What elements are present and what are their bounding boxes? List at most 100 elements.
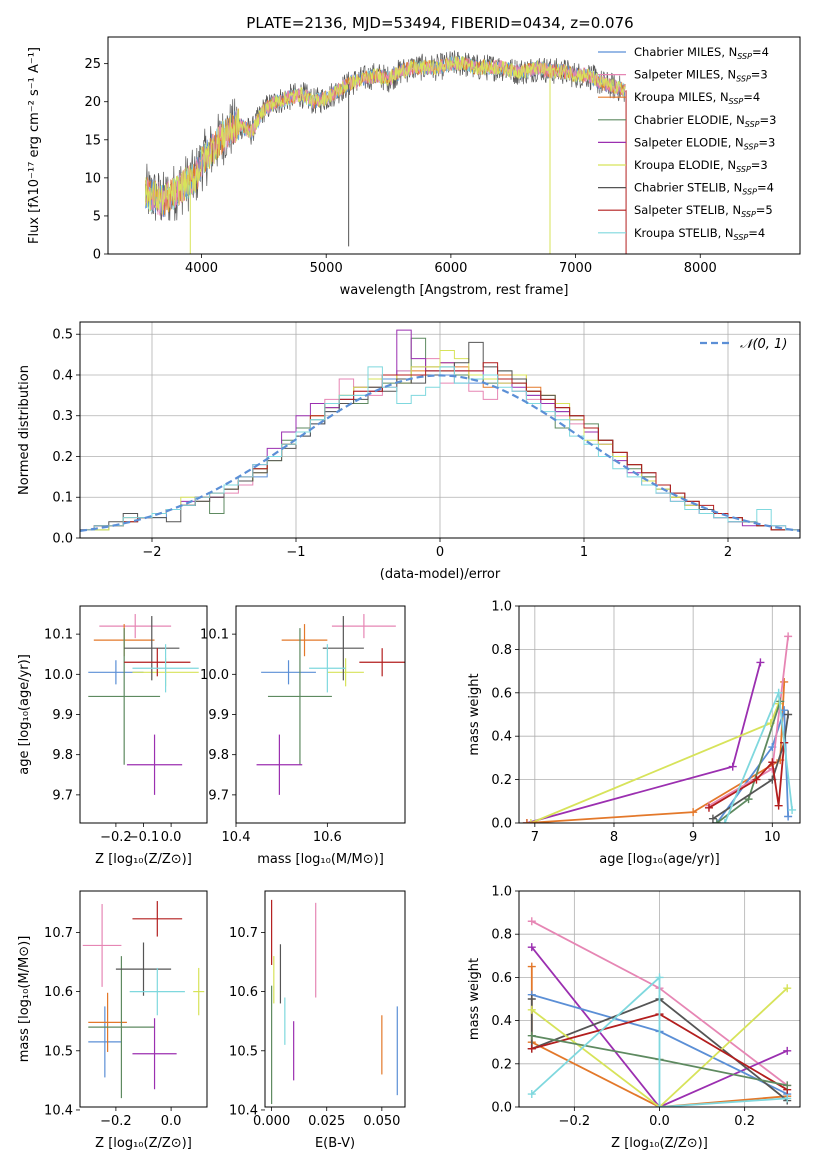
error-bar-point-chabrier_elodie xyxy=(267,628,332,765)
error-bar-point-salpeter_elodie xyxy=(256,734,303,795)
axes-frame xyxy=(264,890,406,1108)
y-tick-label: 10.4 xyxy=(44,1103,73,1118)
x-tick-label: −0.1 xyxy=(128,830,160,845)
weight-marker xyxy=(527,1005,536,1014)
x-axis-label: Z [log₁₀(Z/Z⊙)] xyxy=(611,1136,708,1151)
y-tick-label: 25 xyxy=(84,57,101,72)
y-tick-label: 9.7 xyxy=(52,788,73,803)
y-axis-label: mass [log₁₀(M/M⊙)] xyxy=(17,936,32,1063)
x-tick-label: 7000 xyxy=(559,261,592,276)
error-bar-point-salpeter_elodie xyxy=(132,1018,177,1090)
weight-marker xyxy=(784,710,793,719)
spectrum-line-chabrier_stelib xyxy=(145,50,626,221)
panel-weight_vs_age: 7 8 9 10 0.0 0.2 0.4 0.6 0.8 1.0 age [log₁₀(age/yr… xyxy=(467,600,801,867)
error-bar-point-chabrier_stelib xyxy=(115,942,172,996)
y-tick-label: 1.0 xyxy=(491,885,512,900)
y-axis-label: mass weight xyxy=(467,958,482,1040)
weight-marker xyxy=(783,1046,792,1055)
weight-marker xyxy=(744,795,753,804)
y-tick-label: 0.8 xyxy=(491,643,512,658)
y-tick-label: 9.9 xyxy=(52,708,73,723)
error-bar-point-chabrier_stelib xyxy=(322,616,364,681)
weight-marker xyxy=(527,1090,536,1099)
y-tick-label: 10.5 xyxy=(44,1044,73,1059)
y-axis-label: age [log₁₀(age/yr)] xyxy=(17,654,32,775)
x-tick-label: 10.6 xyxy=(313,830,342,845)
y-tick-label: 15 xyxy=(84,133,101,148)
legend-label: Chabrier ELODIE, NSSP=3 xyxy=(634,113,776,129)
error-bar-point-kroupa_elodie xyxy=(193,967,205,1016)
plot-area xyxy=(80,329,800,532)
x-axis-label: Z [log₁₀(Z/Z⊙)] xyxy=(95,1136,192,1151)
weight-marker xyxy=(752,775,761,784)
y-tick-label: 10.7 xyxy=(229,926,258,941)
panel-age_vs_Z: −0.2−0.1 0.0 9.7 9.8 9.9 10.0 10.1 Z [log₁₀(Z/Z… xyxy=(17,605,208,867)
x-tick-label: 0.0 xyxy=(649,1114,670,1129)
error-bar-point-salpeter_stelib xyxy=(359,648,405,677)
y-axis-label: Normed distribution xyxy=(17,365,32,495)
weight-line-salpeter_elodie xyxy=(531,946,788,1107)
y-axis-label: Flux [fλ10⁻¹⁷ erg cm⁻² s⁻¹ A⁻¹] xyxy=(27,47,42,244)
x-axis-label: Z [log₁₀(Z/Z⊙)] xyxy=(95,852,192,867)
weight-marker xyxy=(527,1044,536,1053)
panel-weight_vs_Z: −0.2 0.0 0.2 0.0 0.2 0.4 0.6 0.8 1.0 Z [log₁₀(Z/Z… xyxy=(467,885,801,1151)
weight-marker xyxy=(756,658,765,667)
x-axis-label: wavelength [Angstrom, rest frame] xyxy=(340,283,569,298)
weight-marker xyxy=(689,808,698,817)
plot-area xyxy=(527,917,792,1107)
plot-area xyxy=(522,632,797,823)
y-tick-label: 0.4 xyxy=(52,368,73,383)
y-tick-label: 10.6 xyxy=(229,985,258,1000)
error-bar-point-chabrier_miles xyxy=(88,1006,122,1078)
weight-marker xyxy=(527,995,536,1003)
y-axis-label: mass weight xyxy=(467,673,482,755)
x-tick-label: 10 xyxy=(764,830,781,845)
legend-label: Kroupa MILES, NSSP=4 xyxy=(634,90,760,106)
y-tick-label: 0.0 xyxy=(491,1101,512,1116)
y-tick-label: 0.0 xyxy=(52,532,73,547)
error-bar-point-salpeter_miles xyxy=(99,614,172,639)
error-bar-point-kroupa_stelib xyxy=(309,644,346,693)
legend-label: Kroupa ELODIE, NSSP=3 xyxy=(634,158,768,174)
y-tick-label: 10.0 xyxy=(44,668,73,683)
x-tick-label: 0.050 xyxy=(363,1114,400,1129)
x-tick-label: 8 xyxy=(610,830,618,845)
y-tick-label: 10.1 xyxy=(44,628,73,643)
spectrum-line-kroupa_elodie xyxy=(145,56,626,215)
plot-area xyxy=(88,614,199,795)
x-tick-label: −0.2 xyxy=(559,1114,591,1129)
y-tick-label: 0.4 xyxy=(491,730,512,745)
y-tick-label: 0.1 xyxy=(52,491,73,506)
weight-marker xyxy=(774,688,783,697)
error-bar-point-chabrier_stelib xyxy=(124,616,180,681)
x-tick-label: 1 xyxy=(580,545,588,560)
legend-label: Salpeter MILES, NSSP=3 xyxy=(634,68,768,84)
x-tick-label: 0.025 xyxy=(308,1114,345,1129)
y-tick-label: 5 xyxy=(93,209,101,224)
y-tick-label: 0.6 xyxy=(491,686,512,701)
error-bar-point-kroupa_miles xyxy=(281,624,328,657)
figure-title: PLATE=2136, MJD=53494, FIBERID=0434, z=0… xyxy=(246,14,633,32)
weight-marker xyxy=(655,1103,664,1107)
legend-label: Chabrier STELIB, NSSP=4 xyxy=(634,181,774,197)
panel-spectrum: 4000 5000 6000 7000 8000 0 5 10 15 20 25 wavelength… xyxy=(27,36,801,298)
y-tick-label: 0.8 xyxy=(491,928,512,943)
error-bar-point-salpeter_stelib xyxy=(132,901,183,937)
weight-marker xyxy=(527,1031,536,1040)
weight-marker xyxy=(788,805,797,814)
x-tick-label: −2 xyxy=(142,545,161,560)
weight-marker xyxy=(774,801,783,810)
axes-frame xyxy=(235,605,406,824)
axes-frame xyxy=(79,605,208,824)
legend-label: Kroupa STELIB, NSSP=4 xyxy=(634,226,765,242)
weight-marker xyxy=(784,812,793,821)
x-tick-label: 4000 xyxy=(185,261,218,276)
error-bar-point-chabrier_elodie xyxy=(88,628,161,765)
axes-frame xyxy=(79,890,208,1108)
error-bar-point-kroupa_miles xyxy=(88,992,127,1052)
y-tick-label: 20 xyxy=(84,95,101,110)
weight-marker xyxy=(526,819,535,823)
y-tick-label: 10.5 xyxy=(229,1044,258,1059)
panel-residuals: −2 −1 0 1 2 0.0 0.1 0.2 0.3 0.4 0.5 (data-model)/er… xyxy=(17,321,801,582)
error-bar-point-chabrier_miles xyxy=(261,660,316,685)
